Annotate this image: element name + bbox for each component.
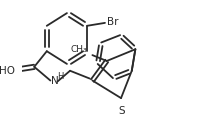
Text: HO: HO xyxy=(0,66,15,76)
Text: N: N xyxy=(51,76,59,87)
Text: H: H xyxy=(58,72,64,81)
Text: S: S xyxy=(119,106,125,116)
Text: Br: Br xyxy=(107,17,118,27)
Text: CH₃: CH₃ xyxy=(70,45,87,54)
